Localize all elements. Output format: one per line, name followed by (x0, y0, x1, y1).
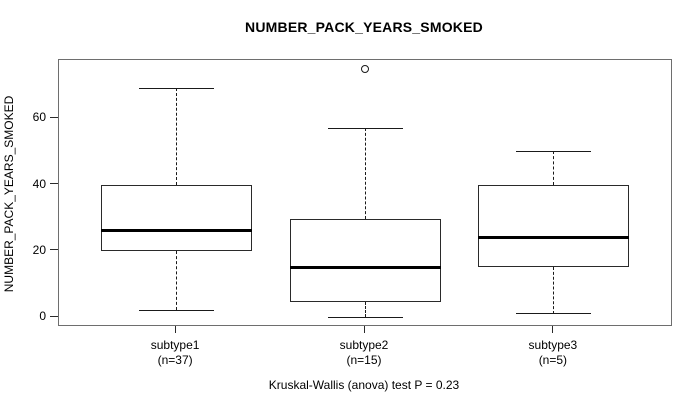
x-tick-mark (174, 326, 176, 333)
outlier-point (361, 64, 369, 73)
group-name: subtype2 (339, 338, 389, 352)
whisker-cap-upper (327, 127, 403, 129)
x-group-label-subtype1: subtype1 (n=37) (105, 338, 245, 368)
whisker-cap-upper (516, 150, 592, 152)
iqr-box-subtype3 (478, 184, 630, 268)
y-tick-label: 20 (32, 242, 46, 257)
y-tick-label: 0 (39, 309, 46, 324)
y-tick-mark (50, 315, 58, 317)
whisker-cap-lower (138, 309, 214, 311)
group-count: (n=15) (346, 353, 382, 367)
group-count: (n=37) (157, 353, 193, 367)
y-tick-mark (50, 183, 58, 185)
whisker-lower (364, 302, 366, 318)
chart-title: NUMBER_PACK_YEARS_SMOKED (245, 19, 483, 35)
whisker-cap-lower (516, 313, 592, 315)
y-axis-label: NUMBER_PACK_YEARS_SMOKED (2, 95, 16, 293)
whisker-upper (364, 128, 366, 220)
whisker-lower (553, 267, 555, 314)
y-tick-mark (50, 249, 58, 251)
y-tick-label: 60 (32, 110, 46, 125)
x-tick-mark (552, 326, 554, 333)
iqr-box-subtype2 (289, 219, 441, 303)
median-line-subtype3 (478, 236, 630, 240)
plot-area (58, 59, 672, 326)
median-line-subtype1 (100, 229, 252, 233)
x-group-label-subtype3: subtype3 (n=5) (483, 338, 623, 368)
x-group-label-subtype2: subtype2 (n=15) (294, 338, 434, 368)
whisker-upper (175, 88, 177, 185)
group-count: (n=5) (538, 353, 568, 367)
group-name: subtype1 (150, 338, 200, 352)
whisker-lower (175, 250, 177, 311)
median-line-subtype2 (289, 265, 441, 269)
stats-caption: Kruskal-Wallis (anova) test P = 0.23 (268, 378, 460, 392)
whisker-cap-upper (138, 87, 214, 89)
x-tick-mark (363, 326, 365, 333)
group-name: subtype3 (528, 338, 578, 352)
iqr-box-subtype1 (100, 184, 252, 251)
y-tick-mark (50, 116, 58, 118)
y-tick-label: 40 (32, 176, 46, 191)
whisker-upper (553, 151, 555, 185)
whisker-cap-lower (327, 316, 403, 318)
